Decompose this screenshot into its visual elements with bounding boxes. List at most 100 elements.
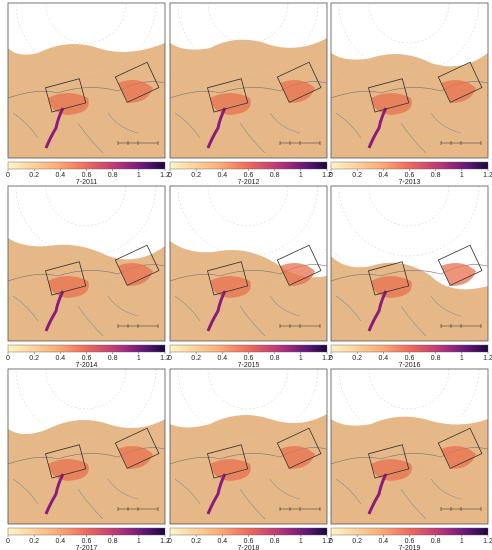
colorbar xyxy=(330,161,489,170)
colorbar-tick-label: 0 xyxy=(329,172,333,179)
colorbar-tick-label: 0.8 xyxy=(270,538,280,545)
colorbar-tick-label: 0 xyxy=(329,538,333,545)
scale-bar xyxy=(279,324,321,328)
colorbar-tick-label: 1.2 xyxy=(160,172,170,179)
colorbar-tick-label: 0.8 xyxy=(108,538,118,545)
panel-label: 7-2012 xyxy=(238,179,260,186)
colorbar-tick-label: 0.4 xyxy=(217,538,227,545)
panel-label: 7-2019 xyxy=(399,545,421,550)
map xyxy=(331,369,488,524)
colorbar-tick-label: 0.8 xyxy=(431,172,441,179)
colorbar-tick-label: 0.6 xyxy=(405,538,415,545)
no-data-area xyxy=(331,186,488,290)
no-data-area xyxy=(170,369,327,428)
colorbar xyxy=(7,527,166,536)
colorbar-tick-label: 0 xyxy=(6,538,10,545)
river xyxy=(44,473,65,515)
colorbar xyxy=(169,344,328,353)
colorbar-tick-label: 0.2 xyxy=(352,172,362,179)
graticule xyxy=(15,3,157,74)
colorbar-tick-label: 0.6 xyxy=(82,355,92,362)
colorbar-tick-label: 0.2 xyxy=(352,355,362,362)
panel-label: 7-2013 xyxy=(399,179,421,186)
colorbar-tick-label: 0 xyxy=(6,172,10,179)
colorbar-tick-label: 0.6 xyxy=(405,172,415,179)
scale-bar xyxy=(117,507,159,511)
graticule xyxy=(177,369,319,440)
colorbar-tick-label: 0.4 xyxy=(378,172,388,179)
scale-bar xyxy=(279,507,321,511)
panel: 0 0.2 0.4 0.6 0.8 1 1.2 7-2015 xyxy=(168,185,332,369)
study-box xyxy=(437,427,483,469)
study-box xyxy=(276,427,322,469)
no-data-area xyxy=(8,3,165,55)
colorbar-tick-label: 0.2 xyxy=(29,355,39,362)
colorbar-tick-label: 0.6 xyxy=(244,538,254,545)
colorbar-tick-label: 0.2 xyxy=(191,355,201,362)
graticule xyxy=(338,186,480,257)
scale-bar xyxy=(117,141,159,145)
study-box xyxy=(367,261,410,296)
panel-label: 7-2016 xyxy=(399,362,421,369)
colorbar-tick-label: 0.8 xyxy=(431,355,441,362)
panel-label: 7-2017 xyxy=(76,545,98,550)
colorbar-tick-label: 0.6 xyxy=(244,355,254,362)
no-data-area xyxy=(331,3,488,67)
rivers xyxy=(12,295,139,337)
colorbar-tick-label: 0.4 xyxy=(378,538,388,545)
colorbar-tick-label: 0.4 xyxy=(378,355,388,362)
colorbar-tick-label: 1.2 xyxy=(483,355,492,362)
colorbar-tick-label: 1.2 xyxy=(322,538,332,545)
colorbar-tick-label: 0.2 xyxy=(191,538,201,545)
colorbar-tick-label: 0.2 xyxy=(191,172,201,179)
panel: 0 0.2 0.4 0.6 0.8 1 1.2 7-2012 xyxy=(168,2,332,186)
scale-bar xyxy=(279,141,321,145)
river xyxy=(206,473,227,515)
colorbar-tick-label: 0.8 xyxy=(270,355,280,362)
colorbar xyxy=(330,344,489,353)
colorbar-tick-label: 1 xyxy=(460,355,464,362)
no-data-area xyxy=(170,186,327,278)
map-frame xyxy=(330,185,489,342)
study-box xyxy=(437,244,483,286)
river xyxy=(206,107,227,149)
study-box xyxy=(206,78,249,113)
colorbar-tick-label: 0.4 xyxy=(217,172,227,179)
colorbar-tick-label: 1.2 xyxy=(160,538,170,545)
study-box xyxy=(44,78,87,113)
rivers xyxy=(335,478,462,520)
colorbar xyxy=(169,527,328,536)
colorbar-tick-label: 0.8 xyxy=(431,538,441,545)
colorbar-tick-label: 0.6 xyxy=(405,355,415,362)
colorbar-tick-label: 0.6 xyxy=(82,538,92,545)
colorbar-tick-label: 1 xyxy=(137,172,141,179)
colorbar-tick-label: 0.2 xyxy=(29,172,39,179)
river xyxy=(367,473,388,515)
map-frame xyxy=(7,368,166,525)
no-data-area xyxy=(170,3,327,50)
panel: 0 0.2 0.4 0.6 0.8 1 1.2 7-2014 xyxy=(6,185,170,369)
colorbar-tick-label: 1.2 xyxy=(483,172,492,179)
colorbar-tick-label: 1 xyxy=(299,355,303,362)
colorbar xyxy=(169,161,328,170)
colorbar-tick-label: 0.4 xyxy=(217,355,227,362)
rivers xyxy=(174,478,301,520)
colorbar xyxy=(7,344,166,353)
no-data-area xyxy=(8,369,165,434)
colorbar-tick-label: 0.2 xyxy=(29,538,39,545)
colorbar-tick-label: 1 xyxy=(137,538,141,545)
map-frame xyxy=(330,368,489,525)
rivers xyxy=(12,478,139,520)
colorbar-tick-label: 1.2 xyxy=(483,538,492,545)
map xyxy=(8,3,165,158)
colorbar-tick-label: 1.2 xyxy=(322,355,332,362)
colorbar-tick-label: 1 xyxy=(460,538,464,545)
colorbar-tick-label: 0.8 xyxy=(270,172,280,179)
panel-label: 7-2014 xyxy=(76,362,98,369)
panel: 0 0.2 0.4 0.6 0.8 1 1.2 7-2013 xyxy=(329,2,492,186)
colorbar-tick-label: 1 xyxy=(299,172,303,179)
graticule xyxy=(338,3,480,74)
colorbar-tick-label: 0.6 xyxy=(82,172,92,179)
map xyxy=(331,186,488,341)
map xyxy=(331,3,488,158)
